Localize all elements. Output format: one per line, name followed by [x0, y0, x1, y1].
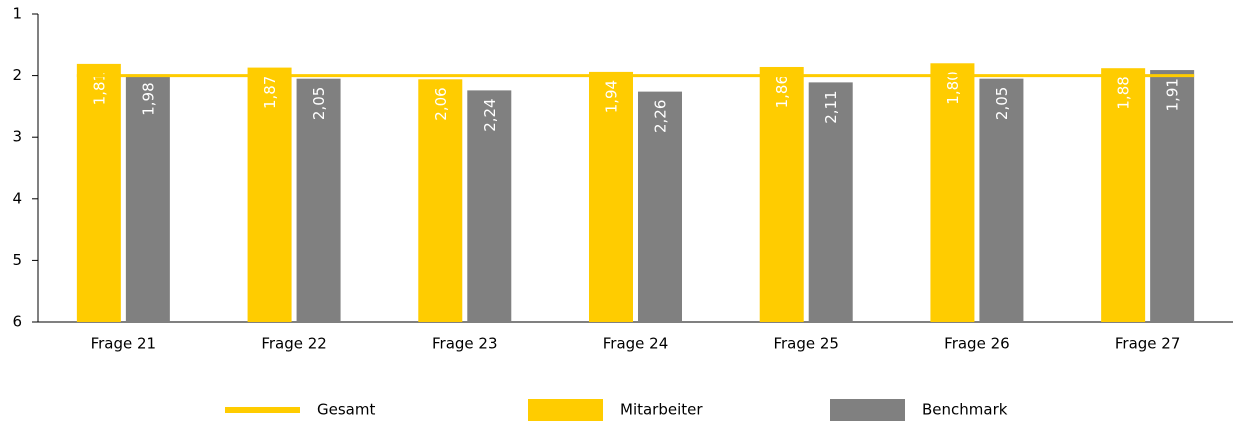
legend-label: Mitarbeiter [620, 401, 703, 419]
legend-swatch [528, 399, 603, 421]
legend-label: Gesamt [317, 401, 375, 419]
data-label: 1,98 [139, 82, 157, 115]
bar [76, 63, 121, 323]
data-label: 2,26 [652, 100, 670, 133]
x-tick-label: Frage 23 [432, 335, 498, 353]
data-label: 1,88 [1115, 76, 1133, 109]
data-label: 2,06 [432, 87, 450, 120]
data-label: 1,91 [1164, 78, 1182, 111]
bar [1150, 70, 1195, 322]
bar [808, 82, 853, 322]
x-tick-label: Frage 27 [1115, 335, 1181, 353]
x-tick-label: Frage 24 [603, 335, 669, 353]
bar [759, 66, 804, 322]
bar [979, 78, 1024, 323]
x-tick-label: Frage 22 [261, 335, 327, 353]
x-tick-label: Frage 25 [773, 335, 839, 353]
bar [247, 67, 292, 322]
data-label: 1,86 [773, 75, 791, 108]
bar [589, 71, 633, 323]
x-tick-label: Frage 21 [91, 335, 157, 353]
legend-swatch [225, 407, 300, 413]
data-label: 2,11 [822, 90, 840, 123]
bar [1101, 68, 1146, 322]
data-label: 2,24 [481, 98, 499, 131]
y-tick-label: 2 [12, 66, 22, 84]
data-label: 1,94 [603, 80, 621, 113]
data-label: 1,81 [90, 72, 108, 105]
y-tick-label: 6 [12, 313, 22, 331]
y-tick-label: 3 [12, 128, 22, 146]
data-label: 2,05 [993, 87, 1011, 120]
legend-label: Benchmark [922, 401, 1008, 419]
data-label: 2,05 [310, 87, 328, 120]
legend-swatch [830, 399, 905, 421]
bar [296, 78, 341, 323]
bar [125, 74, 170, 322]
y-tick-label: 4 [12, 189, 22, 207]
data-label: 1,80 [944, 71, 962, 104]
bar [638, 91, 682, 322]
bar [930, 63, 975, 322]
y-tick-label: 1 [12, 5, 22, 23]
bar [418, 79, 463, 323]
bar [467, 90, 512, 322]
x-tick-label: Frage 26 [944, 335, 1010, 353]
data-label: 1,87 [261, 76, 279, 109]
y-tick-label: 5 [12, 251, 22, 269]
